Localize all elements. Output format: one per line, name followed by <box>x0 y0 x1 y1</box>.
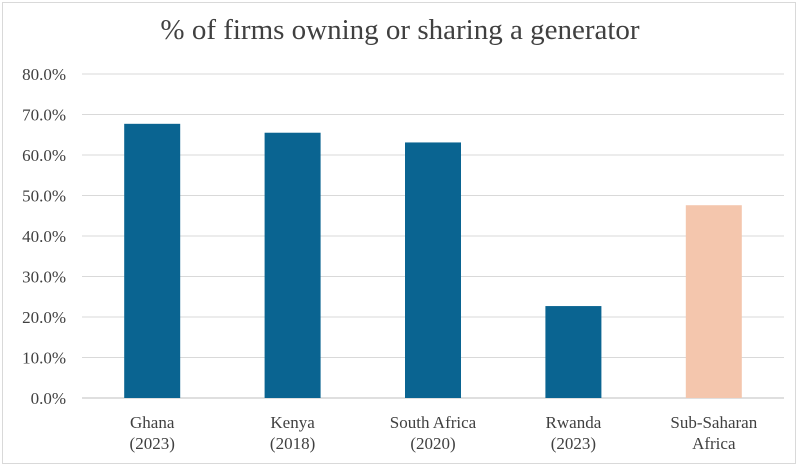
x-category-label: (2020) <box>410 434 455 453</box>
y-tick-label: 80.0% <box>22 65 66 84</box>
bar <box>545 306 602 398</box>
x-category-label: Kenya <box>270 413 315 432</box>
x-category-label: Sub-Saharan <box>670 413 757 432</box>
y-tick-label: 40.0% <box>22 227 66 246</box>
y-tick-label: 20.0% <box>22 308 66 327</box>
x-category-label: Rwanda <box>546 413 602 432</box>
bar <box>405 142 461 398</box>
x-category-label: (2023) <box>130 434 175 453</box>
chart-title: % of firms owning or sharing a generator <box>160 14 640 46</box>
y-tick-label: 60.0% <box>22 146 66 165</box>
bar <box>264 132 321 398</box>
y-tick-label: 0.0% <box>31 389 66 408</box>
y-tick-label: 30.0% <box>22 268 66 287</box>
y-axis-ticks: 0.0% 10.0% 20.0% 30.0% 40.0% 50.0% 60.0% 70.0% 8… <box>22 65 66 408</box>
x-category-label: (2018) <box>270 434 315 453</box>
y-tick-label: 70.0% <box>22 106 66 125</box>
x-axis-labels: Ghana (2023) Kenya (2018) South Africa (2020)… <box>130 413 758 453</box>
x-category-label: Ghana <box>130 413 175 432</box>
x-category-label: (2023) <box>551 434 596 453</box>
bar <box>124 123 181 398</box>
y-tick-label: 50.0% <box>22 187 66 206</box>
x-category-label: Africa <box>692 434 736 453</box>
bar <box>685 205 742 398</box>
bars <box>124 123 742 398</box>
x-category-label: South Africa <box>390 413 477 432</box>
y-tick-label: 10.0% <box>22 349 66 368</box>
